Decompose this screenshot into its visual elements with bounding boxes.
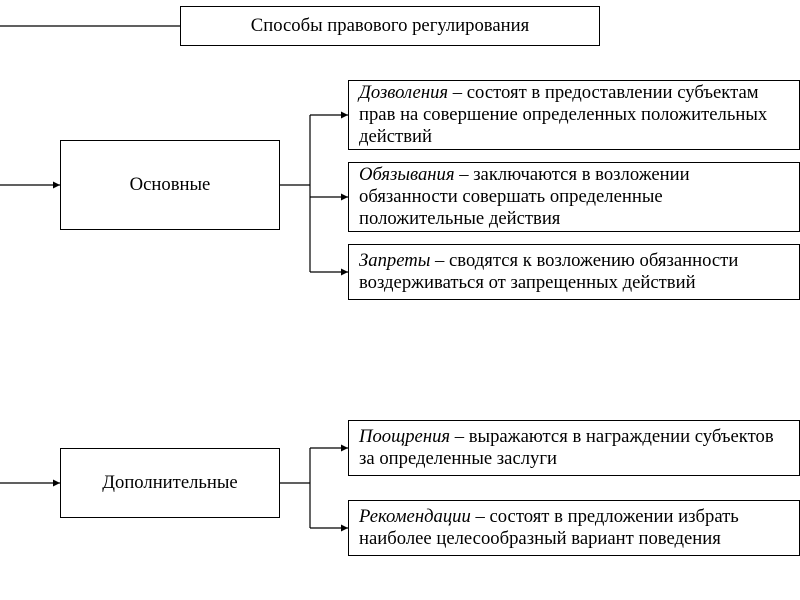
item-box: Дозволения – состоят в предоставлении су… (348, 80, 800, 150)
item-term: Запреты (359, 250, 430, 271)
item-box: Рекомендации – состоят в предложении изб… (348, 500, 800, 556)
item-box: Запреты – сводятся к возложению обязанно… (348, 244, 800, 300)
item-text: Рекомендации – состоят в предложении изб… (359, 506, 789, 550)
item-box: Поощрения – выражаются в награждении суб… (348, 420, 800, 476)
item-box: Обязывания – заключаются в возложении об… (348, 162, 800, 232)
item-text: Дозволения – состоят в предоставлении су… (359, 82, 789, 148)
item-term: Обязывания (359, 164, 455, 185)
item-term: Рекомендации (359, 506, 471, 527)
group-box: Дополнительные (60, 448, 280, 518)
group-label: Основные (130, 174, 211, 196)
item-text: Поощрения – выражаются в награждении суб… (359, 426, 789, 470)
item-text: Запреты – сводятся к возложению обязанно… (359, 250, 789, 294)
item-term: Дозволения (359, 82, 448, 103)
group-box: Основные (60, 140, 280, 230)
item-term: Поощрения (359, 426, 450, 447)
diagram-title: Способы правового регулирования (180, 6, 600, 46)
group-label: Дополнительные (102, 472, 237, 494)
diagram-title-text: Способы правового регулирования (251, 15, 529, 37)
item-text: Обязывания – заключаются в возложении об… (359, 164, 789, 230)
